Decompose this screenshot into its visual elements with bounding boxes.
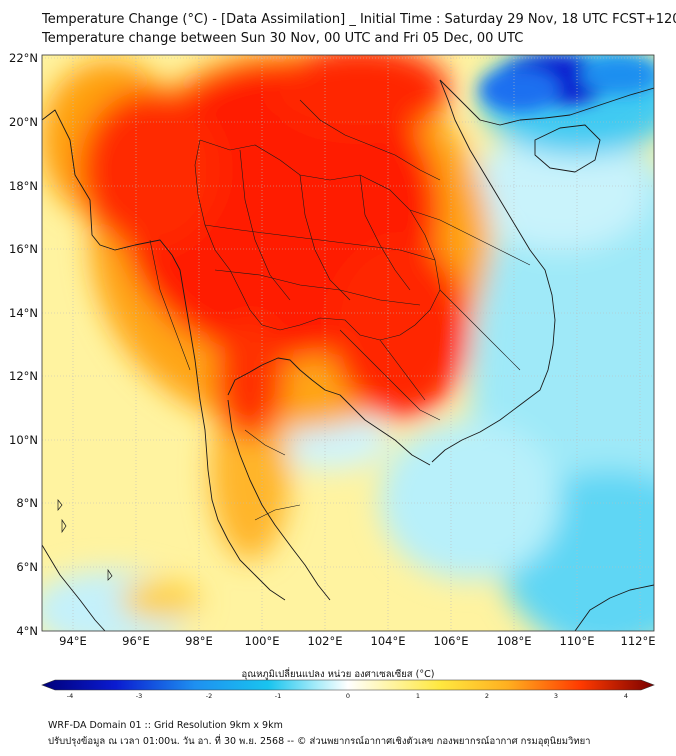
lon-label: 94°E: [59, 634, 87, 648]
lon-label: 100°E: [245, 634, 280, 648]
colorbar-tick: -4: [67, 692, 73, 700]
lat-label: 10°N: [9, 433, 38, 447]
lat-label: 4°N: [16, 624, 38, 638]
map-field: [42, 55, 654, 631]
colorbar-tick: -2: [206, 692, 212, 700]
lon-label: 102°E: [308, 634, 343, 648]
colorbar-tick: -3: [136, 692, 142, 700]
temperature-change-map: 22°N 20°N 18°N 16°N 14°N 12°N 10°N 8°N 6…: [9, 51, 655, 700]
lat-label: 8°N: [16, 496, 38, 510]
colorbar: -4 -3 -2 -1 0 1 2 3 4: [41, 679, 655, 700]
lon-label: 108°E: [497, 634, 532, 648]
colorbar-tick: 2: [485, 692, 489, 700]
lat-label: 22°N: [9, 51, 38, 65]
colorbar-tick: 3: [554, 692, 558, 700]
lat-label: 20°N: [9, 115, 38, 129]
lat-label: 12°N: [9, 369, 38, 383]
footer-model-info: WRF-DA Domain 01 :: Grid Resolution 9km …: [48, 720, 283, 731]
lon-label: 98°E: [185, 634, 213, 648]
footer-credits: ปรับปรุงข้อมูล ณ เวลา 01:00น. วัน อา. ที…: [48, 736, 591, 747]
colorbar-tick: -1: [275, 692, 281, 700]
lon-label: 96°E: [122, 634, 150, 648]
colorbar-label: อุณหภูมิเปลี่ยนแปลง หน่วย องศาเซลเซียส (…: [241, 669, 435, 680]
map-subtitle: Temperature change between Sun 30 Nov, 0…: [42, 31, 524, 46]
coastlines: [42, 79, 654, 631]
graticule: [42, 55, 654, 631]
map-title: Temperature Change (°C) - [Data Assimila…: [42, 12, 676, 27]
lon-label: 110°E: [560, 634, 595, 648]
colorbar-tick: 0: [346, 692, 350, 700]
colorbar-tick: 4: [624, 692, 628, 700]
lat-label: 6°N: [16, 560, 38, 574]
lat-label: 16°N: [9, 242, 38, 256]
colorbar-tick: 1: [416, 692, 420, 700]
lat-label: 18°N: [9, 179, 38, 193]
map-frame: [41, 54, 655, 632]
colorbar-gradient: [41, 679, 655, 691]
lat-label: 14°N: [9, 306, 38, 320]
latitude-axis: 22°N 20°N 18°N 16°N 14°N 12°N 10°N 8°N 6…: [9, 51, 38, 638]
islands: [57, 499, 113, 581]
province-borders: [149, 99, 531, 521]
lon-label: 112°E: [621, 634, 656, 648]
longitude-axis: 94°E 96°E 98°E 100°E 102°E 104°E 106°E 1…: [59, 634, 655, 648]
lon-label: 106°E: [434, 634, 469, 648]
lon-label: 104°E: [371, 634, 406, 648]
